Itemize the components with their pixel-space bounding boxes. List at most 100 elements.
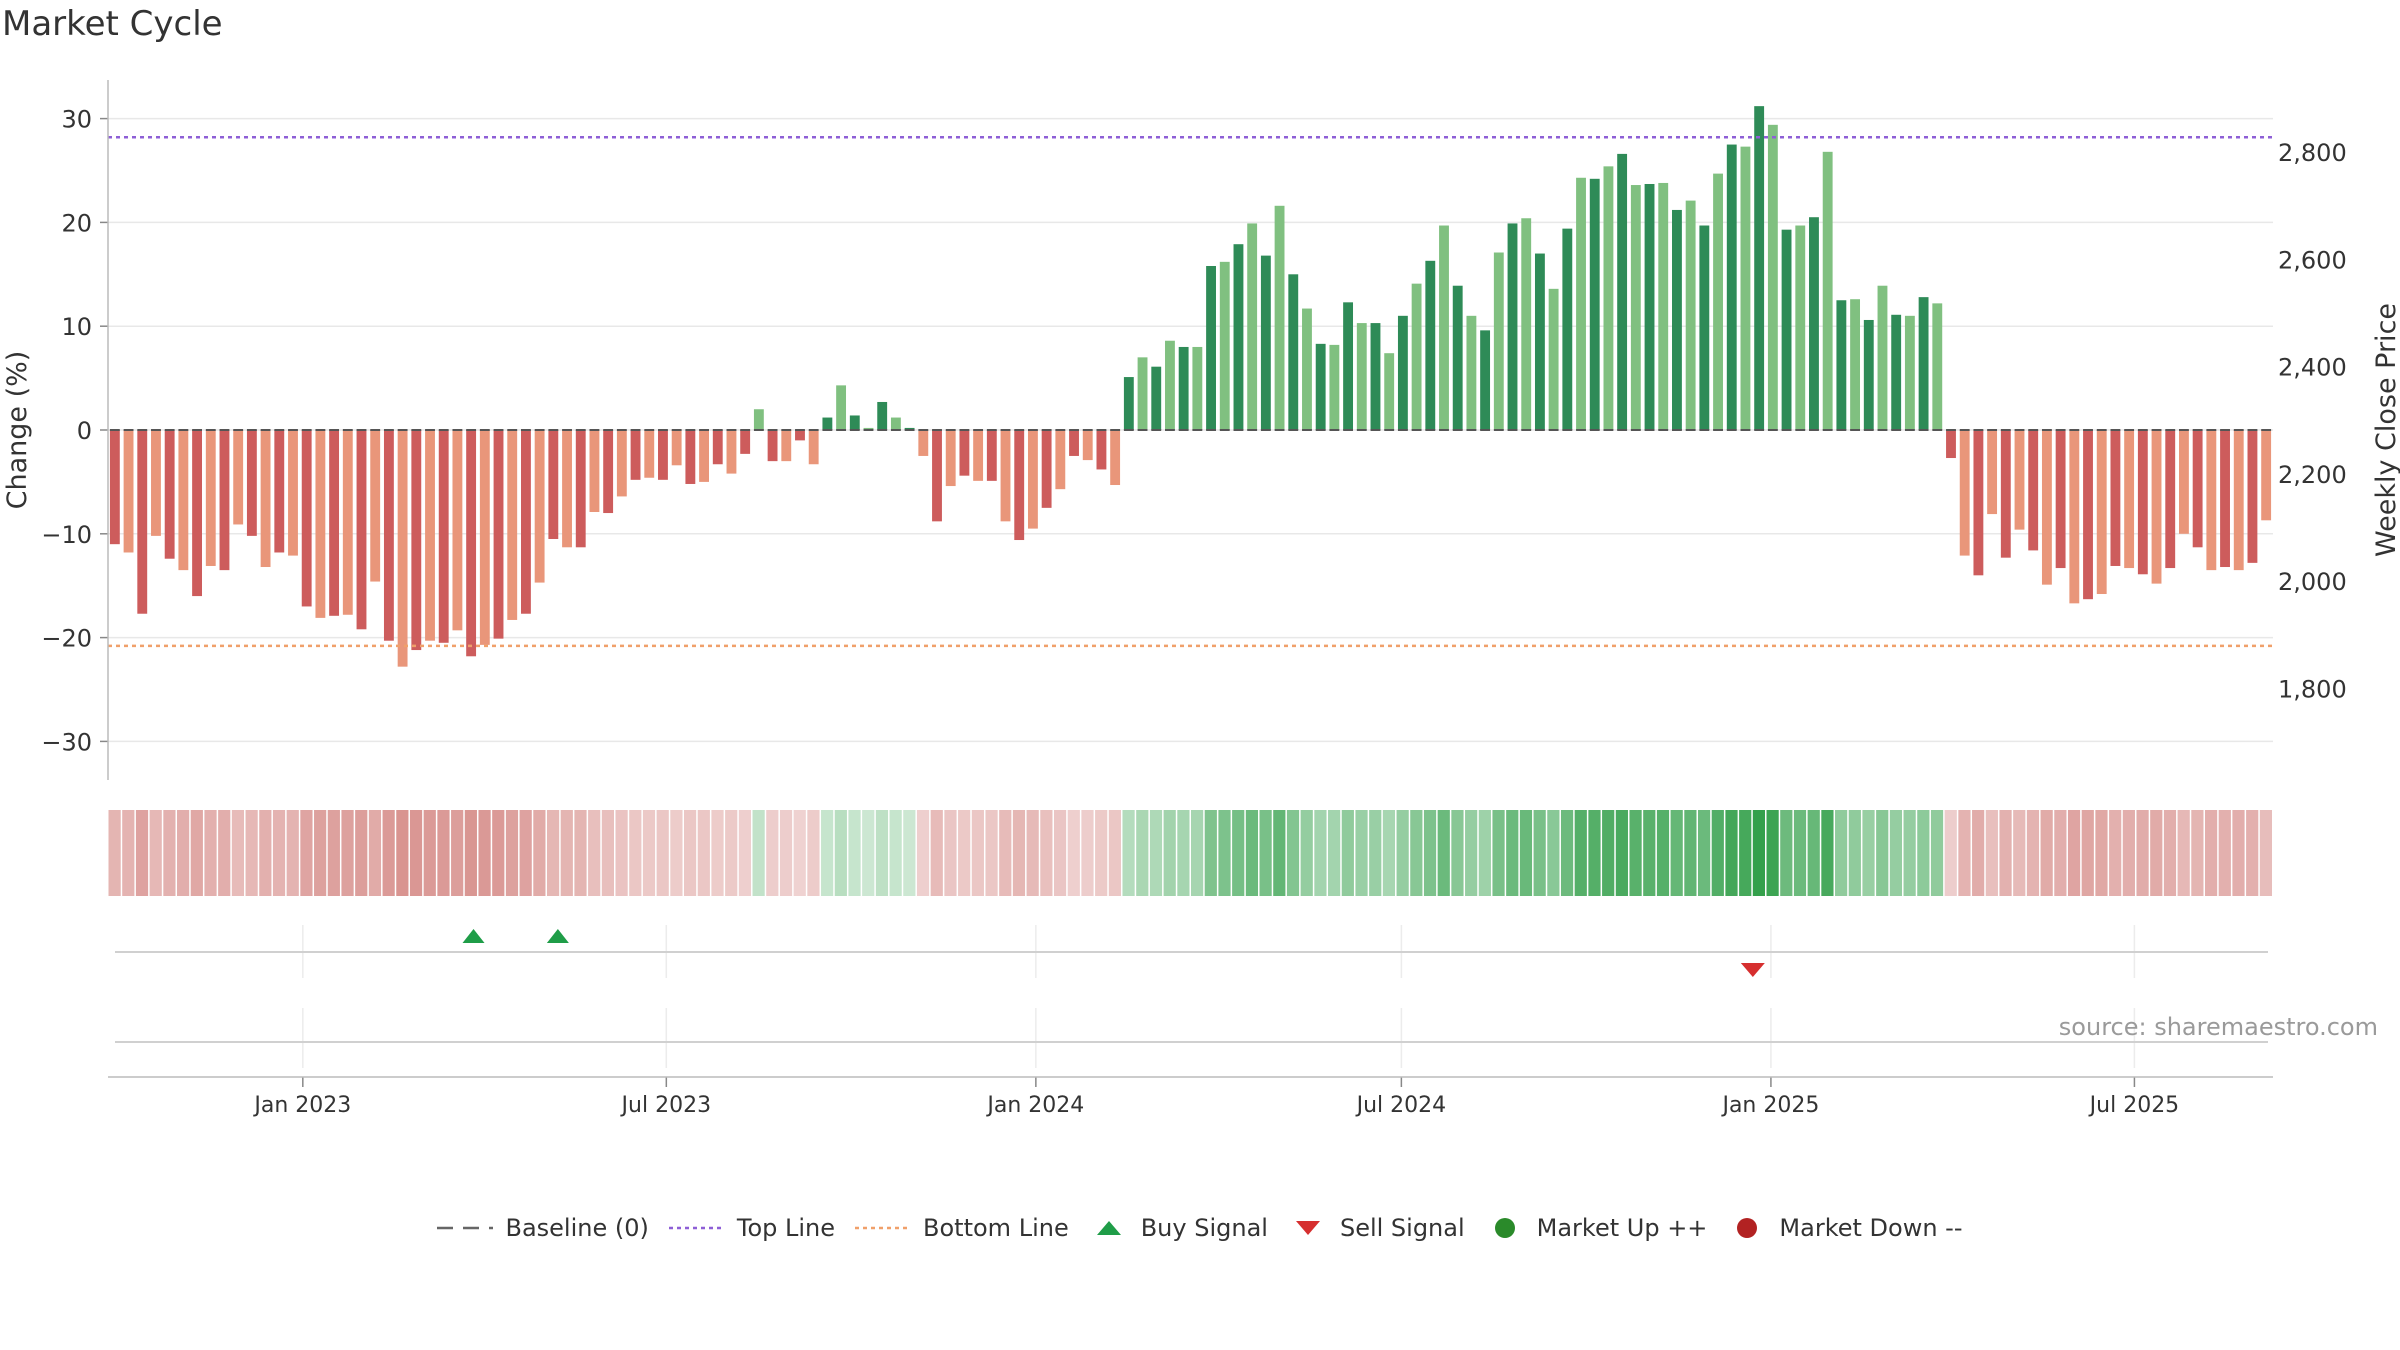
change-bar xyxy=(1096,430,1107,470)
change-bar xyxy=(1397,315,1408,430)
strip-cell xyxy=(341,810,354,896)
strip-cell xyxy=(793,810,806,896)
strip-cell xyxy=(738,810,752,896)
legend-market-up: Market Up ++ xyxy=(1485,1214,1708,1242)
change-bar xyxy=(1658,182,1669,430)
change-bar xyxy=(1439,225,1449,430)
strip-cell xyxy=(1478,810,1491,896)
change-bar xyxy=(1384,353,1395,430)
strip-cell xyxy=(1944,810,1957,896)
change-bar xyxy=(1918,297,1929,430)
legend-baseline-label: Baseline (0) xyxy=(505,1214,649,1242)
change-bar xyxy=(2151,430,2162,584)
change-bar xyxy=(1699,225,1710,430)
change-bar xyxy=(1507,223,1518,430)
change-bar xyxy=(1165,340,1175,430)
strip-cell xyxy=(930,810,943,896)
strip-cell xyxy=(1506,810,1519,896)
x-tick-label: Jan 2025 xyxy=(1720,1093,1819,1118)
change-bar xyxy=(904,427,915,430)
buy-signal-marker xyxy=(546,929,569,943)
strip-cell xyxy=(1245,810,1259,896)
strip-cell xyxy=(2054,810,2067,896)
change-bar xyxy=(507,430,518,620)
change-bar xyxy=(1795,225,1806,430)
strip-cell xyxy=(1780,810,1793,896)
legend-buy-signal: Buy Signal xyxy=(1089,1214,1268,1242)
strip-cell xyxy=(1985,810,1998,896)
strip-cell xyxy=(1026,810,1039,896)
change-bar xyxy=(2124,430,2135,569)
change-bar xyxy=(1603,166,1614,430)
change-bar xyxy=(589,430,600,513)
strip-cell xyxy=(1848,810,1861,896)
strip-cell xyxy=(1396,810,1409,896)
change-bar xyxy=(260,430,271,568)
triangle-up-icon xyxy=(1096,1221,1121,1235)
strip-cell xyxy=(396,810,409,896)
strip-cell xyxy=(1999,810,2012,896)
change-bar xyxy=(164,430,175,559)
strip-cell xyxy=(629,810,642,896)
strip-cell xyxy=(1793,810,1807,896)
change-bar xyxy=(301,430,312,607)
strip-cell xyxy=(1382,810,1396,896)
strip-cell xyxy=(1602,810,1615,896)
change-bar xyxy=(1302,308,1312,430)
change-bar xyxy=(370,430,381,582)
legend-market-up-label: Market Up ++ xyxy=(1536,1214,1708,1242)
strip-cell xyxy=(437,810,450,896)
strip-cell xyxy=(1273,810,1286,896)
legend-bottom-line: Bottom Line xyxy=(855,1214,1069,1242)
strip-cell xyxy=(1656,810,1670,896)
legend: Baseline (0) Top Line Bottom Line Buy Si… xyxy=(0,1208,2400,1248)
strip-cell xyxy=(1300,810,1313,896)
strip-cell xyxy=(204,810,217,896)
strip-cell xyxy=(1876,810,1889,896)
change-bar xyxy=(1123,377,1134,430)
change-bar xyxy=(1178,346,1189,430)
legend-top-line-label: Top Line xyxy=(736,1214,836,1242)
strip-cell xyxy=(807,810,820,896)
strip-cell xyxy=(2259,810,2272,896)
change-bar xyxy=(329,430,340,616)
change-bar xyxy=(493,430,504,639)
change-bar xyxy=(932,430,942,522)
change-bar xyxy=(2041,430,2052,585)
strip-cell xyxy=(1314,810,1327,896)
strip-cell xyxy=(286,810,299,896)
change-bar xyxy=(2096,430,2107,595)
change-bar xyxy=(1329,344,1340,430)
x-tick-label: Jan 2024 xyxy=(985,1093,1084,1118)
strip-cell xyxy=(766,810,779,896)
strip-cell xyxy=(2232,810,2245,896)
y-tick-label: 10 xyxy=(61,313,92,341)
strip-cell xyxy=(1465,810,1478,896)
change-bar xyxy=(863,427,874,430)
source-label: source: sharemaestro.com xyxy=(2058,1013,2378,1041)
change-bar xyxy=(2247,430,2258,563)
strip-cell xyxy=(368,810,382,896)
change-bar xyxy=(1082,430,1093,461)
strip-cell xyxy=(985,810,998,896)
change-bar xyxy=(1946,430,1956,459)
change-bar xyxy=(1932,303,1943,430)
strip-cell xyxy=(1108,810,1121,896)
change-bar xyxy=(548,430,559,539)
legend-baseline: Baseline (0) xyxy=(437,1214,649,1242)
strip-cell xyxy=(2204,810,2218,896)
strip-cell xyxy=(1903,810,1916,896)
change-bar xyxy=(1425,260,1436,430)
strip-cell xyxy=(2013,810,2026,896)
change-bar xyxy=(520,430,531,614)
strip-cell xyxy=(1369,810,1382,896)
change-bar xyxy=(1781,229,1792,430)
change-bar xyxy=(1274,205,1285,430)
change-bar xyxy=(1000,430,1011,522)
change-bar xyxy=(1055,430,1066,490)
change-bar xyxy=(1493,252,1504,430)
y-tick-label: 0 xyxy=(77,417,92,445)
strip-cell xyxy=(725,810,738,896)
change-bar xyxy=(1685,200,1696,430)
